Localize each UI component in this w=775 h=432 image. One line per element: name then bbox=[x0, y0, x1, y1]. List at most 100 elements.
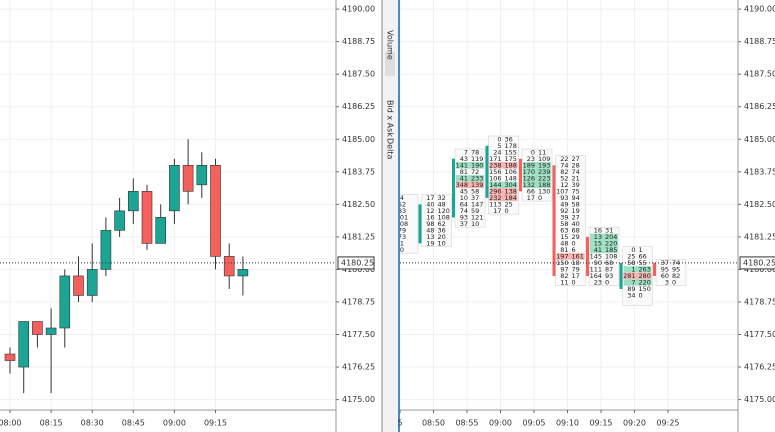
toolbar-label[interactable]: Bid x Ask bbox=[386, 100, 395, 137]
cell-bid: 113 bbox=[489, 200, 501, 208]
cell-bid: 107 bbox=[556, 187, 568, 195]
cell-bid: 348 bbox=[456, 181, 468, 189]
cell-bid: 126 bbox=[523, 174, 535, 182]
y-tick-label: 4181.25 bbox=[342, 232, 375, 241]
cell-highlight bbox=[489, 194, 518, 202]
cell-ask: 155 bbox=[505, 148, 517, 156]
cell-bid: 171 bbox=[489, 155, 501, 163]
cell-bid: 25 bbox=[627, 252, 635, 260]
cell-highlight bbox=[456, 175, 484, 182]
cell-bid: 7 bbox=[464, 148, 468, 156]
cell-bid: 24 bbox=[493, 148, 501, 156]
cell-bid: 34 bbox=[627, 291, 635, 299]
cell-value: 0 bbox=[400, 246, 404, 254]
cell-ask: 25 bbox=[505, 200, 513, 208]
y-tick-label: 4175.00 bbox=[744, 395, 775, 404]
cell-bid: 90 bbox=[594, 259, 602, 267]
cell-bid: 164 bbox=[590, 272, 602, 280]
cell-bid: 22 bbox=[560, 155, 568, 163]
cell-ask: 27 bbox=[572, 213, 580, 221]
cell-bid: 17 bbox=[493, 207, 501, 215]
cell-bid: 232 bbox=[489, 194, 501, 202]
cell-bid: 170 bbox=[523, 168, 535, 176]
candle-body bbox=[86, 269, 98, 296]
cell-ask: 184 bbox=[505, 194, 517, 202]
cell-ask: 19 bbox=[572, 207, 580, 215]
cell-ask: 58 bbox=[471, 187, 479, 195]
footprint-body bbox=[485, 145, 489, 198]
cell-bid: 48 bbox=[560, 239, 568, 247]
cell-bid: 7 bbox=[631, 278, 635, 286]
y-tick-label: 4183.75 bbox=[342, 167, 375, 176]
last-price-label: 4180.25 bbox=[341, 258, 374, 267]
candle-body bbox=[45, 327, 57, 335]
cell-bid: 45 bbox=[460, 187, 468, 195]
cell-ask: 21 bbox=[572, 174, 580, 182]
y-tick-label: 4187.50 bbox=[342, 70, 375, 79]
x-tick-label: 09:15 bbox=[204, 419, 227, 428]
cell-ask: 28 bbox=[572, 161, 580, 169]
candle-body bbox=[169, 165, 180, 212]
cell-ask: 20 bbox=[438, 233, 446, 241]
cell-ask: 193 bbox=[538, 161, 550, 169]
toolbar-label[interactable]: Delta bbox=[386, 138, 395, 159]
cell-bid: 74 bbox=[460, 207, 468, 215]
cell-ask: 233 bbox=[471, 174, 483, 182]
cell-bid: 63 bbox=[560, 226, 568, 234]
toolbar-label[interactable]: Volume bbox=[386, 30, 395, 60]
cell-ask: 31 bbox=[605, 226, 613, 234]
cell-ask: 95 bbox=[672, 265, 680, 273]
cell-bid: 98 bbox=[426, 220, 434, 228]
candle-body bbox=[182, 165, 194, 192]
cell-bid: 10 bbox=[460, 194, 468, 202]
footprint-range bbox=[400, 194, 419, 254]
cell-bid: 0 bbox=[497, 135, 501, 143]
candle-body bbox=[237, 269, 249, 277]
cell-highlight bbox=[523, 175, 551, 182]
cell-bid: 16 bbox=[426, 213, 434, 221]
candle-body bbox=[223, 256, 235, 277]
cell-bid: 17 bbox=[527, 194, 535, 202]
cell-bid: 13 bbox=[426, 233, 434, 241]
cell-ask: 188 bbox=[538, 181, 550, 189]
x-tick-label: 09:05 bbox=[522, 419, 545, 428]
cell-value: 83 bbox=[398, 207, 406, 215]
footprint-body bbox=[552, 165, 556, 276]
cell-highlight bbox=[523, 181, 551, 189]
cell-value: 79 bbox=[398, 226, 406, 234]
cell-value: 4 bbox=[400, 194, 404, 202]
cell-bid: 13 bbox=[594, 233, 602, 241]
x-tick-label: 09:00 bbox=[489, 419, 512, 428]
cell-ask: 239 bbox=[538, 168, 550, 176]
cell-bid: 23 bbox=[527, 155, 535, 163]
candle-body bbox=[141, 191, 153, 244]
cell-bid: 40 bbox=[426, 200, 434, 208]
cell-ask: 304 bbox=[505, 181, 517, 189]
y-tick-label: 4188.75 bbox=[744, 37, 775, 46]
cell-bid: 48 bbox=[426, 226, 434, 234]
cell-ask: 0 bbox=[572, 239, 576, 247]
cell-ask: 148 bbox=[505, 174, 517, 182]
candle-body bbox=[73, 275, 84, 296]
cell-bid: 41 bbox=[594, 246, 602, 254]
cell-value: 108 bbox=[396, 220, 408, 228]
cell-ask: 220 bbox=[605, 239, 617, 247]
cell-bid: 16 bbox=[594, 226, 602, 234]
cell-value: 101 bbox=[396, 213, 408, 221]
cell-ask: 93 bbox=[605, 272, 613, 280]
cell-ask: 79 bbox=[572, 265, 580, 273]
cell-ask: 175 bbox=[505, 155, 517, 163]
cell-ask: 119 bbox=[471, 155, 483, 163]
cell-highlight bbox=[590, 246, 618, 254]
cell-bid: 189 bbox=[523, 161, 535, 169]
cell-bid: 92 bbox=[560, 207, 568, 215]
cell-bid: 12 bbox=[426, 207, 434, 215]
cell-ask: 59 bbox=[471, 207, 479, 215]
toolbar-strip bbox=[382, 0, 399, 432]
footprint-range bbox=[655, 259, 687, 286]
cell-bid: 58 bbox=[560, 220, 568, 228]
cell-ask: 204 bbox=[605, 233, 617, 241]
cell-ask: 72 bbox=[471, 168, 479, 176]
